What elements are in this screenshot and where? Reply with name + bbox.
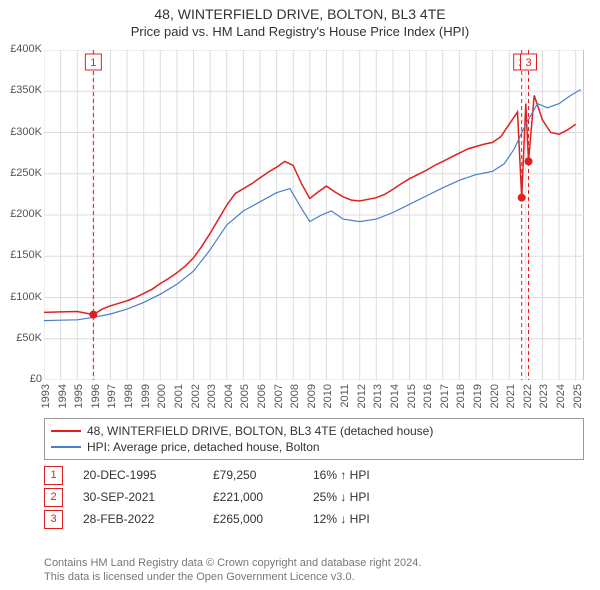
chart-area: 123 bbox=[44, 50, 584, 380]
event-marker-num: 1 bbox=[44, 466, 63, 485]
y-tick-label: £100K bbox=[0, 291, 42, 303]
event-row: 2 30-SEP-2021 £221,000 25% ↓ HPI bbox=[44, 486, 584, 508]
x-tick-label: 2025 bbox=[572, 384, 600, 408]
svg-text:3: 3 bbox=[525, 57, 531, 69]
legend-row: 48, WINTERFIELD DRIVE, BOLTON, BL3 4TE (… bbox=[51, 423, 577, 439]
event-marker-num: 2 bbox=[44, 488, 63, 507]
y-tick-label: £150K bbox=[0, 249, 42, 261]
legend: 48, WINTERFIELD DRIVE, BOLTON, BL3 4TE (… bbox=[44, 418, 584, 460]
chart-subtitle: Price paid vs. HM Land Registry's House … bbox=[0, 22, 600, 43]
footer-line: This data is licensed under the Open Gov… bbox=[44, 570, 421, 584]
footer-line: Contains HM Land Registry data © Crown c… bbox=[44, 556, 421, 570]
y-tick-label: £250K bbox=[0, 167, 42, 179]
event-date: 30-SEP-2021 bbox=[83, 486, 193, 508]
chart-title: 48, WINTERFIELD DRIVE, BOLTON, BL3 4TE bbox=[0, 0, 600, 22]
event-price: £79,250 bbox=[213, 464, 293, 486]
y-tick-label: £200K bbox=[0, 208, 42, 220]
legend-label: HPI: Average price, detached house, Bolt… bbox=[87, 439, 320, 455]
y-tick-label: £50K bbox=[0, 332, 42, 344]
event-price: £265,000 bbox=[213, 508, 293, 530]
event-date: 20-DEC-1995 bbox=[83, 464, 193, 486]
legend-row: HPI: Average price, detached house, Bolt… bbox=[51, 439, 577, 455]
event-diff: 12% ↓ HPI bbox=[313, 508, 433, 530]
event-date: 28-FEB-2022 bbox=[83, 508, 193, 530]
y-tick-label: £400K bbox=[0, 43, 42, 55]
footer: Contains HM Land Registry data © Crown c… bbox=[44, 556, 421, 584]
legend-label: 48, WINTERFIELD DRIVE, BOLTON, BL3 4TE (… bbox=[87, 423, 433, 439]
y-tick-label: £0 bbox=[0, 373, 42, 385]
legend-swatch bbox=[51, 446, 81, 448]
y-tick-label: £300K bbox=[0, 126, 42, 138]
event-diff: 25% ↓ HPI bbox=[313, 486, 433, 508]
event-row: 1 20-DEC-1995 £79,250 16% ↑ HPI bbox=[44, 464, 584, 486]
legend-swatch bbox=[51, 430, 81, 432]
events-table: 1 20-DEC-1995 £79,250 16% ↑ HPI 2 30-SEP-2021… bbox=[44, 464, 584, 530]
event-row: 3 28-FEB-2022 £265,000 12% ↓ HPI bbox=[44, 508, 584, 530]
event-diff: 16% ↑ HPI bbox=[313, 464, 433, 486]
y-tick-label: £350K bbox=[0, 84, 42, 96]
event-price: £221,000 bbox=[213, 486, 293, 508]
svg-text:1: 1 bbox=[90, 57, 96, 69]
event-marker-num: 3 bbox=[44, 510, 63, 529]
